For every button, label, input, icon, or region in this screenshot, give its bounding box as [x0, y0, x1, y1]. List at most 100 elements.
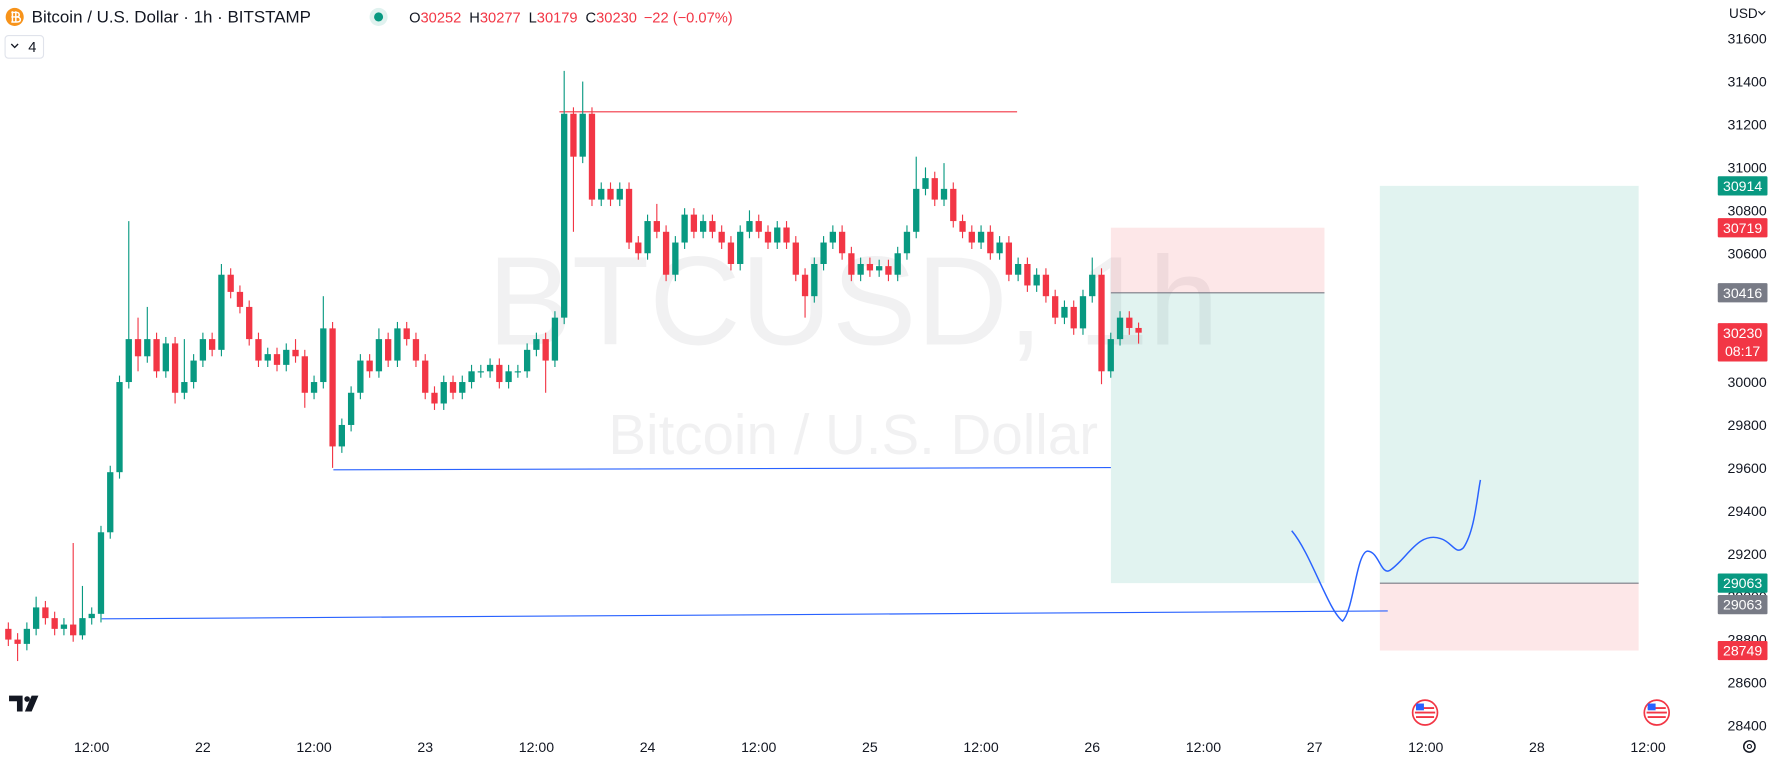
candle-body	[996, 242, 1003, 254]
indicators-toggle[interactable]	[4, 35, 45, 59]
target-zone[interactable]	[1379, 185, 1639, 584]
candle-body	[1135, 327, 1142, 333]
drawings[interactable]	[101, 111, 1482, 623]
currency-chevron	[1758, 10, 1766, 16]
price-tag-label: 30230	[1723, 325, 1762, 341]
target-zone[interactable]	[1110, 292, 1325, 584]
candle-body	[746, 221, 753, 232]
candle-body	[699, 221, 707, 232]
candle-body	[1033, 274, 1040, 286]
candle-body	[347, 392, 355, 425]
candle-body	[913, 188, 920, 232]
price-tag-label: 30416	[1723, 285, 1762, 301]
price-tag	[1717, 323, 1768, 362]
symbol-title[interactable]: Bitcoin / U.S. Dollar · 1h · BITSTAMP	[32, 8, 311, 27]
ohlc-label: H	[469, 11, 480, 27]
candle-body	[672, 242, 679, 275]
candle-body	[181, 382, 188, 393]
candles	[5, 70, 1142, 662]
candle-body	[440, 382, 447, 404]
y-tick-label: 31600	[1728, 31, 1767, 47]
settings-gear[interactable]	[1743, 740, 1756, 753]
y-tick-label: 31000	[1728, 159, 1767, 175]
candle-body	[783, 227, 790, 243]
y-tick-label: 31400	[1728, 74, 1767, 90]
candle-body	[588, 113, 596, 200]
price-tag-label: 30914	[1723, 178, 1762, 194]
candle-body	[653, 221, 660, 232]
tv-logo[interactable]	[9, 695, 39, 712]
chevron	[10, 43, 19, 49]
watermark-name: Bitcoin / U.S. Dollar	[608, 403, 1098, 466]
candle-body	[885, 266, 892, 275]
candle-body	[14, 639, 21, 644]
y-tick-label: 30000	[1728, 374, 1767, 390]
stop-zone[interactable]	[1379, 583, 1639, 651]
candle-body	[329, 328, 336, 447]
candle-body	[431, 392, 438, 404]
x-tick-label: 22	[195, 739, 211, 755]
flag-canton	[1416, 703, 1424, 711]
ohlc-value: 30230	[596, 11, 637, 27]
candle-body	[1061, 306, 1068, 318]
candle-body	[394, 328, 401, 361]
candle-body	[273, 354, 281, 365]
support-line[interactable]	[101, 610, 1388, 620]
currency[interactable]: USD	[1729, 6, 1758, 21]
candle-body	[1089, 274, 1096, 297]
candle-body	[486, 364, 494, 372]
candle-body	[88, 613, 95, 619]
candle-body	[449, 382, 457, 393]
candle-body	[523, 349, 531, 372]
candle-body	[338, 424, 345, 447]
price-tag-label: 30719	[1723, 220, 1762, 236]
event-flags[interactable]	[1411, 699, 1671, 726]
candle-body	[5, 628, 12, 640]
projection-brush[interactable]	[1291, 479, 1482, 623]
candle-body	[894, 253, 901, 275]
candle-body	[1098, 274, 1105, 372]
price-tag	[1717, 283, 1768, 303]
support-line[interactable]	[333, 466, 1111, 471]
candle-body	[236, 291, 244, 307]
candle-body	[950, 188, 957, 222]
y-tick-label: 30600	[1728, 245, 1767, 261]
candle-body	[922, 178, 929, 189]
candle-body	[514, 371, 522, 373]
candle-body	[320, 328, 327, 383]
candle-body	[625, 188, 633, 243]
candle-body	[162, 343, 169, 372]
x-tick-label: 12:00	[1630, 739, 1665, 755]
candle-body	[931, 178, 938, 200]
candle-body	[987, 231, 994, 254]
candle-body	[561, 113, 568, 318]
candle-body	[866, 263, 874, 271]
position-tools[interactable]	[1110, 185, 1639, 651]
candle-body	[357, 360, 364, 393]
candle-body	[838, 231, 846, 254]
candle-body	[1079, 296, 1087, 329]
candle-body	[125, 339, 132, 383]
candle-body	[635, 242, 642, 254]
x-tick-label: 12:00	[74, 739, 109, 755]
candle-body	[218, 274, 225, 350]
candle-body	[292, 349, 299, 357]
candle-body	[190, 360, 197, 383]
price-tag	[1717, 595, 1768, 615]
candle-body	[60, 624, 68, 629]
candle-body	[644, 221, 651, 254]
ohlc-label: O	[409, 11, 420, 27]
candle-body	[385, 339, 392, 361]
x-tick-label: 25	[862, 739, 878, 755]
candle-body	[579, 113, 586, 157]
settings-gear-center	[1746, 743, 1752, 750]
logo[interactable]	[9, 695, 39, 712]
y-tick-label: 29400	[1728, 503, 1767, 519]
ohlc-legend: O30252 H30277 L30179 C30230 −22 (−0.07%)	[409, 11, 733, 27]
price-tag	[1717, 640, 1768, 661]
candle-body	[227, 274, 234, 292]
watermark: BTCUSD, 1h Bitcoin / U.S. Dollar	[488, 229, 1219, 465]
stop-zone[interactable]	[1110, 227, 1325, 293]
